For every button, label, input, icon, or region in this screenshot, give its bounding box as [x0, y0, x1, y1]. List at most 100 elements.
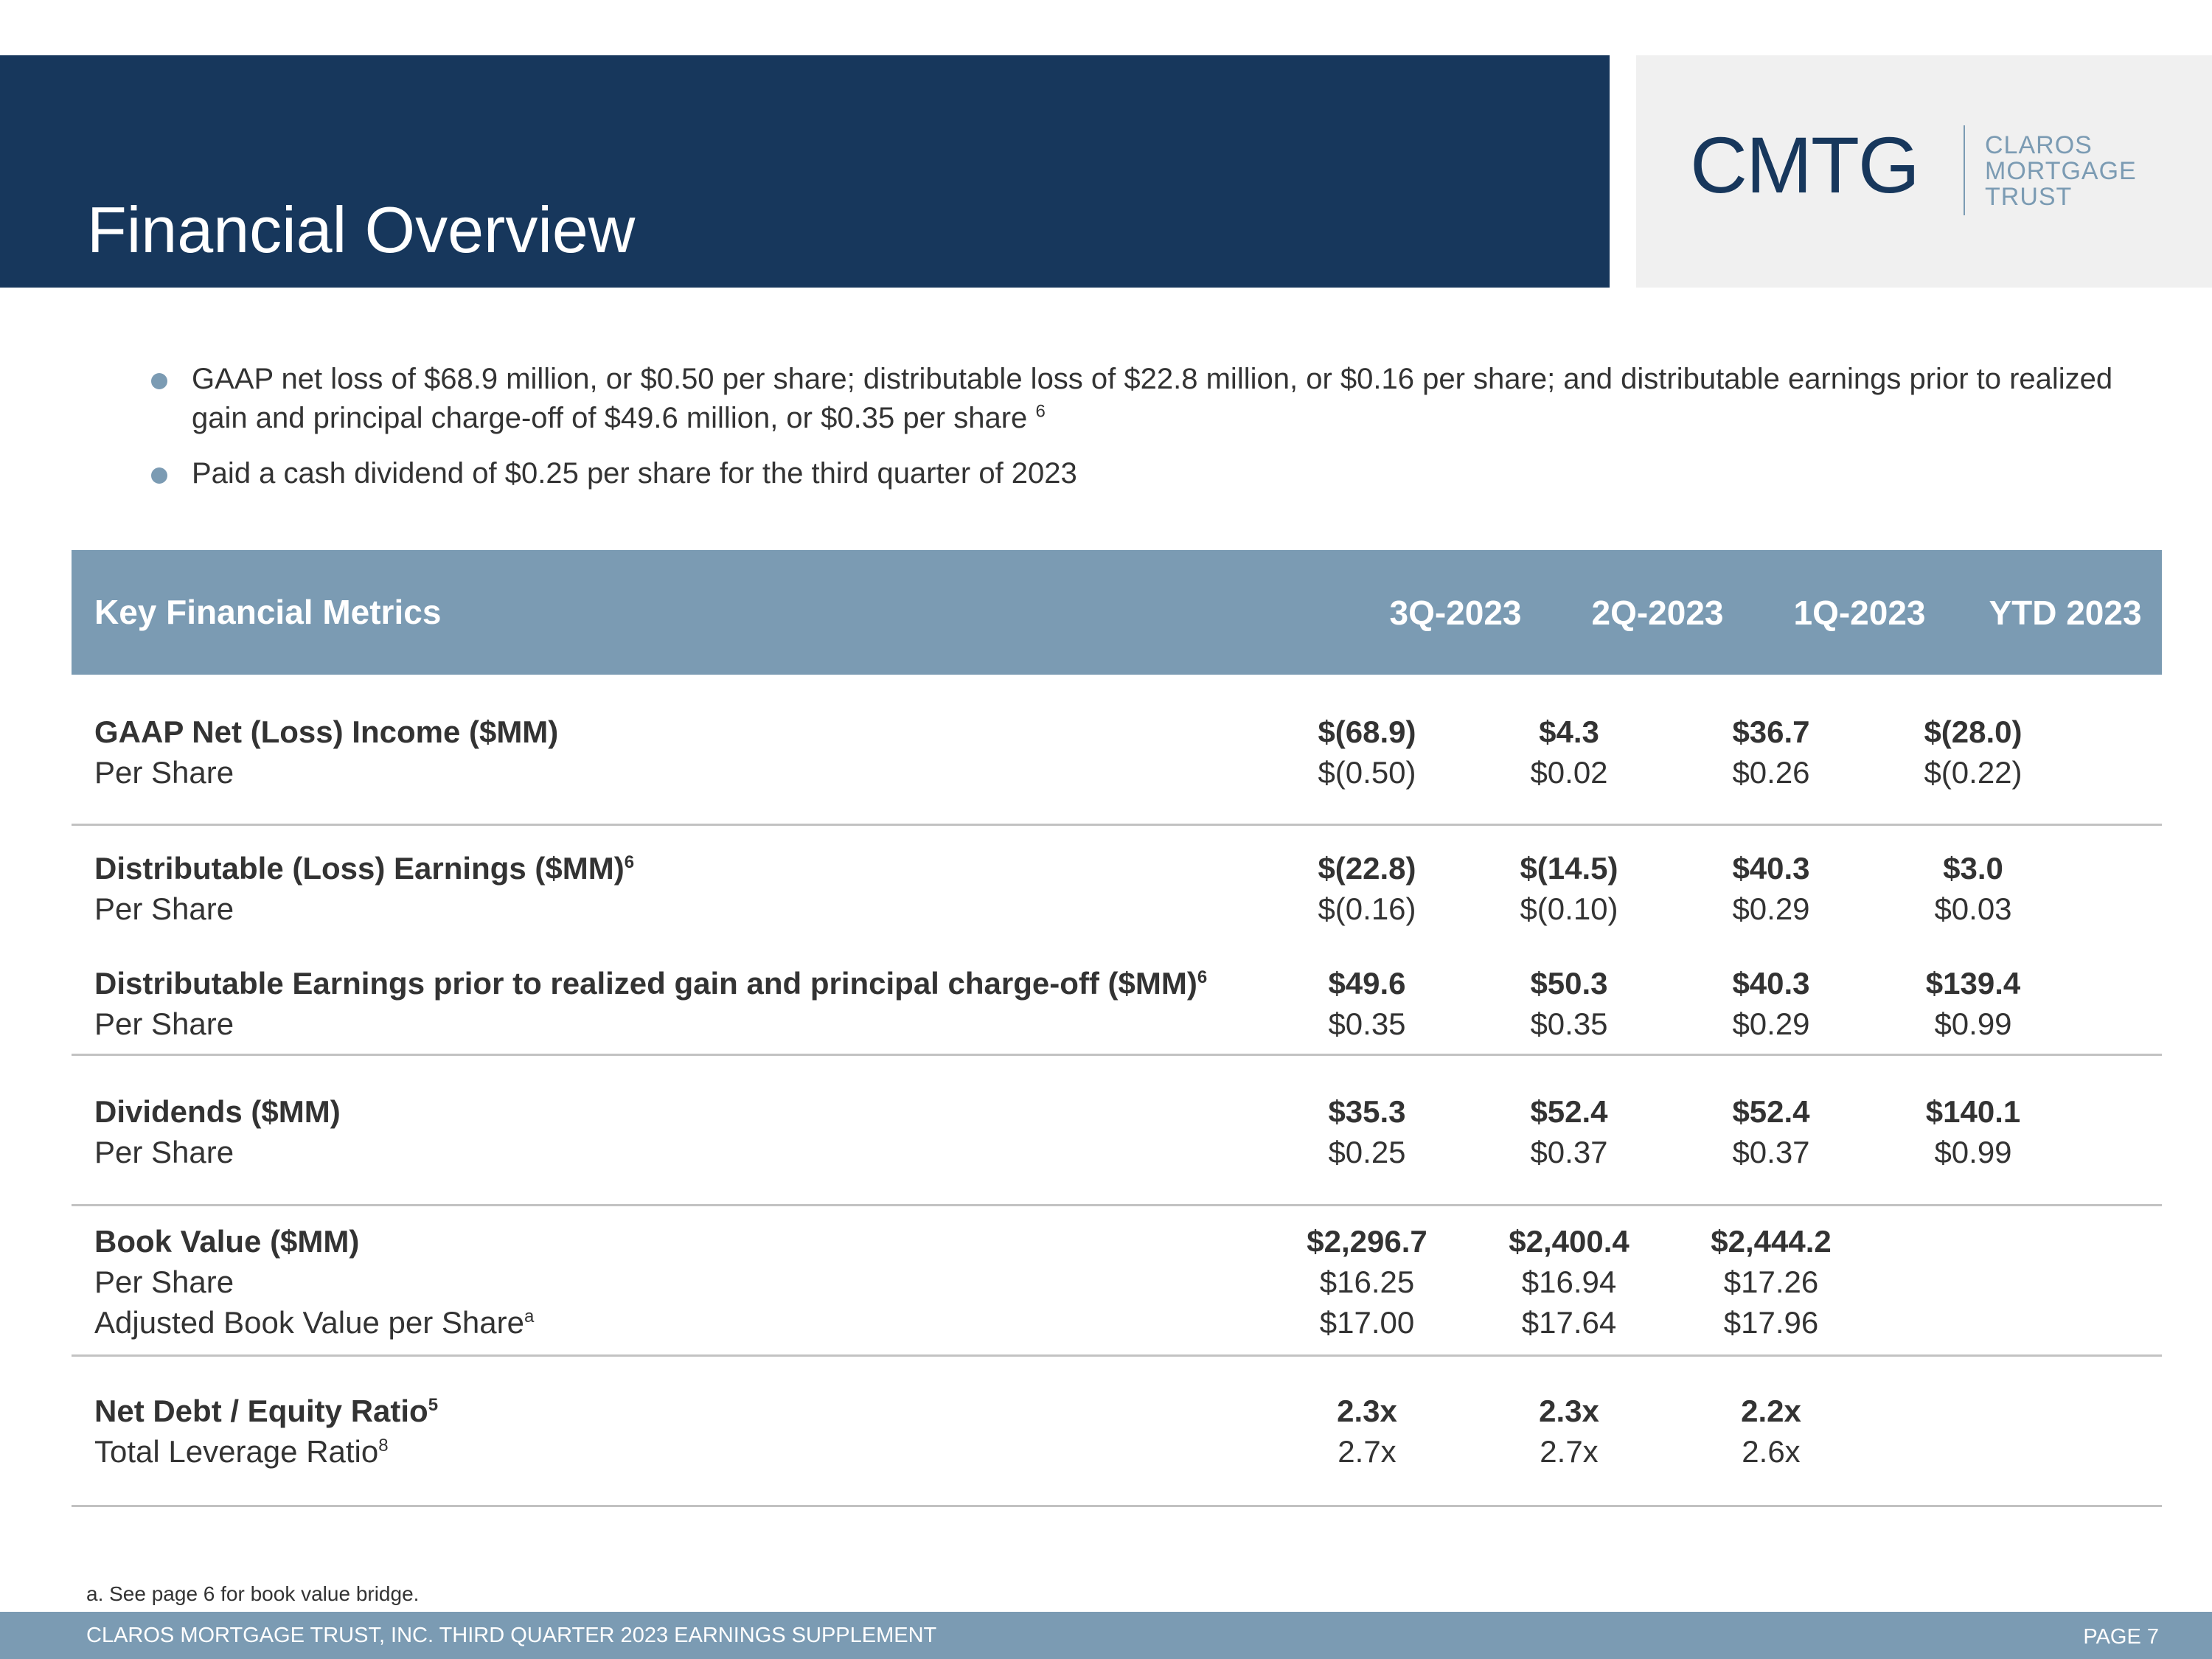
row-label-text: Dividends ($MM) — [94, 1094, 341, 1129]
table-cell: $40.3 — [1732, 966, 1810, 1001]
row-divider — [72, 1204, 2162, 1206]
row-label-text: Distributable Earnings prior to realized… — [94, 966, 1197, 1001]
table-cell: 2.6x — [1742, 1434, 1801, 1469]
row-label-text: Per Share — [94, 755, 234, 790]
bullet-list: GAAP net loss of $68.9 million, or $0.50… — [151, 360, 2142, 493]
table-cell: $2,400.4 — [1509, 1224, 1630, 1259]
row-label: Per Share — [94, 757, 234, 788]
footnote: a. See page 6 for book value bridge. — [86, 1582, 420, 1605]
table-cell: $0.03 — [1934, 891, 2012, 926]
row-label: Distributable (Loss) Earnings ($MM)6 — [94, 853, 634, 884]
table-cell: $(0.22) — [1924, 755, 2023, 790]
table-cell: $(0.16) — [1318, 891, 1416, 926]
row-label: Distributable Earnings prior to realized… — [94, 968, 1207, 999]
table-cell: $0.02 — [1530, 755, 1608, 790]
table-cell: $(28.0) — [1924, 714, 2023, 749]
row-divider — [72, 1354, 2162, 1357]
table-cell: $17.96 — [1723, 1305, 1819, 1340]
row-divider — [72, 1505, 2162, 1507]
table-cell: $0.37 — [1530, 1135, 1608, 1169]
row-label: Net Debt / Equity Ratio5 — [94, 1396, 438, 1427]
table-header-label: Key Financial Metrics — [94, 593, 442, 631]
logo-word: TRUST — [1985, 183, 2073, 211]
bullet-item: Paid a cash dividend of $0.25 per share … — [151, 454, 2142, 493]
table-cell: $16.25 — [1319, 1265, 1415, 1299]
table-cell: 2.3x — [1337, 1394, 1397, 1428]
table-cell: $0.26 — [1732, 755, 1810, 790]
row-label: Book Value ($MM) — [94, 1226, 359, 1257]
row-label-text: Per Share — [94, 1265, 234, 1299]
row-label-text: GAAP Net (Loss) Income ($MM) — [94, 714, 559, 749]
table-cell: $0.37 — [1732, 1135, 1810, 1169]
footer-text: CLAROS MORTGAGE TRUST, INC. THIRD QUARTE… — [86, 1624, 937, 1647]
row-label: GAAP Net (Loss) Income ($MM) — [94, 717, 558, 748]
row-divider — [72, 1054, 2162, 1056]
table-cell: $36.7 — [1732, 714, 1810, 749]
logo-mark: CMTG — [1690, 120, 1920, 209]
table-cell: $(14.5) — [1520, 851, 1618, 886]
table-cell: 2.7x — [1338, 1434, 1397, 1469]
table-cell: $17.00 — [1319, 1305, 1415, 1340]
table-cell: $17.64 — [1521, 1305, 1617, 1340]
table-cell: $(22.8) — [1318, 851, 1416, 886]
table-cell: $0.29 — [1732, 1006, 1810, 1041]
page-title: Financial Overview — [87, 193, 636, 266]
bullet-item: GAAP net loss of $68.9 million, or $0.50… — [151, 360, 2142, 438]
table-cell: $50.3 — [1530, 966, 1608, 1001]
logo-divider — [1964, 125, 1965, 215]
table-cell: $139.4 — [1925, 966, 2021, 1001]
row-label: Adjusted Book Value per Sharea — [94, 1307, 534, 1338]
table-cell: $52.4 — [1530, 1094, 1608, 1129]
row-label-text: Book Value ($MM) — [94, 1224, 360, 1259]
table-cell: $4.3 — [1539, 714, 1599, 749]
row-label: Per Share — [94, 1267, 234, 1298]
table-cell: $0.99 — [1934, 1135, 2012, 1169]
table-cell: $(68.9) — [1318, 714, 1416, 749]
table-cell: $49.6 — [1328, 966, 1406, 1001]
row-label-text: Net Debt / Equity Ratio — [94, 1394, 428, 1428]
table-cell: $16.94 — [1521, 1265, 1617, 1299]
table-cell: $(0.10) — [1520, 891, 1618, 926]
table-cell: $0.25 — [1328, 1135, 1406, 1169]
logo-word: MORTGAGE — [1985, 157, 2137, 185]
bullet-text: GAAP net loss of $68.9 million, or $0.50… — [192, 363, 2113, 434]
table-cell: 2.3x — [1539, 1394, 1599, 1428]
title-band — [0, 55, 1610, 288]
table-cell: $0.99 — [1934, 1006, 2012, 1041]
row-label: Per Share — [94, 894, 234, 925]
row-label-text: Per Share — [94, 891, 234, 926]
row-label: Per Share — [94, 1009, 234, 1040]
table-cell: $140.1 — [1925, 1094, 2021, 1129]
column-header: YTD 2023 — [1989, 593, 2142, 632]
row-label-text: Per Share — [94, 1006, 234, 1041]
footnote-marker: 6 — [1035, 401, 1046, 422]
logo — [1636, 55, 2212, 288]
table-cell: $0.29 — [1732, 891, 1810, 926]
table-header: Key Financial Metrics 3Q-2023 2Q-2023 1Q… — [72, 550, 2162, 675]
bullet-icon — [151, 467, 167, 484]
footnote-marker: 6 — [1197, 967, 1208, 987]
column-header: 3Q-2023 — [1389, 593, 1522, 632]
table-cell: $2,444.2 — [1711, 1224, 1832, 1259]
table-cell: 2.2x — [1741, 1394, 1801, 1428]
row-label-text: Total Leverage Ratio — [94, 1434, 379, 1469]
row-label: Per Share — [94, 1137, 234, 1168]
row-label-text: Per Share — [94, 1135, 234, 1169]
table-cell: $0.35 — [1328, 1006, 1406, 1041]
table-cell: $3.0 — [1943, 851, 2003, 886]
bullet-icon — [151, 373, 167, 389]
row-label-text: Adjusted Book Value per Share — [94, 1305, 524, 1340]
table-cell: $40.3 — [1732, 851, 1810, 886]
column-header: 1Q-2023 — [1793, 593, 1926, 632]
footnote-marker: a — [524, 1307, 535, 1326]
table-cell: $0.35 — [1530, 1006, 1608, 1041]
page-number: PAGE 7 — [2083, 1625, 2159, 1649]
row-label: Dividends ($MM) — [94, 1096, 341, 1127]
table-cell: $2,296.7 — [1307, 1224, 1427, 1259]
footnote-marker: 5 — [428, 1395, 439, 1415]
table-cell: 2.7x — [1540, 1434, 1599, 1469]
row-divider — [72, 824, 2162, 826]
bullet-text: Paid a cash dividend of $0.25 per share … — [192, 457, 1077, 490]
logo-word: CLAROS — [1985, 131, 2093, 159]
table-cell: $17.26 — [1723, 1265, 1819, 1299]
